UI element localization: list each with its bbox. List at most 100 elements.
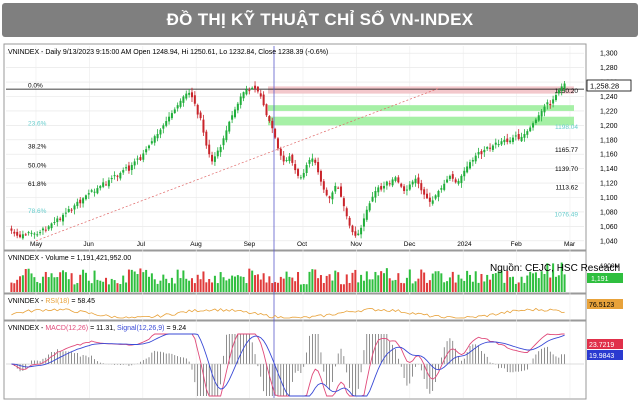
volume-bar [262, 273, 265, 292]
candle-body [314, 159, 317, 163]
volume-bar [147, 276, 151, 292]
volume-bar [506, 270, 509, 292]
volume-bar [159, 280, 162, 292]
rsi-header-name: RSI(18) [45, 298, 69, 305]
volume-bar [30, 273, 33, 292]
candle-body [414, 178, 417, 184]
candle-body [127, 165, 130, 171]
month-tick: Nov [350, 241, 362, 248]
volume-bar [50, 273, 53, 292]
candle-body [179, 100, 182, 107]
candle-body [428, 197, 431, 202]
candle-body [36, 234, 39, 236]
candle-body [532, 123, 535, 128]
volume-bar [168, 283, 171, 292]
candle-body [554, 95, 557, 101]
volume-bar [517, 282, 520, 292]
volume-bar [317, 278, 320, 292]
candle-body [434, 195, 437, 199]
macd-header-prefix: VNINDEX - [8, 325, 45, 332]
candle-body [380, 186, 383, 190]
volume-bar [122, 275, 125, 292]
candle-body [546, 102, 549, 105]
volume-bar [446, 281, 449, 292]
candle-body [76, 201, 79, 207]
volume-bar [39, 283, 42, 292]
volume-bar [165, 278, 168, 292]
candle-body [236, 103, 239, 111]
candle-body [10, 228, 13, 231]
volume-bar [268, 276, 271, 292]
volume-bar [348, 282, 351, 292]
volume-bar [362, 280, 365, 292]
volume-bar [236, 275, 239, 292]
candle-body [368, 203, 371, 211]
candle-body [489, 147, 492, 149]
volume-bar [271, 283, 274, 292]
volume-bar [205, 282, 208, 292]
volume-bar [139, 268, 142, 292]
candle-body [251, 87, 254, 90]
volume-bar [529, 271, 532, 292]
volume-bar [145, 269, 148, 292]
candle-body [503, 139, 506, 143]
candle-body [16, 231, 19, 236]
volume-bar [319, 275, 322, 292]
volume-bar [150, 273, 153, 292]
candle-body [133, 161, 136, 166]
candle-body [196, 104, 199, 115]
month-tick: Aug [190, 241, 202, 248]
volume-bar [188, 280, 191, 292]
volume-bar [96, 279, 99, 292]
fib-zone [268, 116, 574, 126]
month-tick: May [30, 241, 43, 248]
volume-bar [394, 279, 397, 292]
candle-body [400, 183, 403, 187]
volume-bar [256, 274, 259, 292]
volume-bar [225, 280, 228, 292]
candle-body [480, 151, 483, 155]
volume-bar [299, 284, 302, 292]
volume-bar [368, 279, 371, 292]
month-tick: Sep [244, 241, 256, 248]
volume-bar [107, 284, 110, 292]
volume-bar [233, 276, 236, 292]
price-y-tick: 1,040 [600, 238, 618, 245]
volume-bar [325, 275, 328, 292]
volume-bar [208, 278, 211, 292]
candle-body [139, 157, 142, 160]
candle-body [90, 190, 93, 192]
volume-bar [79, 274, 82, 292]
candle-body [297, 169, 300, 176]
candle-body [165, 121, 168, 126]
candle-body [50, 223, 53, 229]
volume-bar [102, 281, 105, 292]
last-price-label: 1,258.28 [590, 82, 619, 91]
candle-body [388, 183, 391, 185]
volume-bar [314, 269, 317, 292]
volume-bar [248, 268, 251, 292]
volume-bar [491, 273, 494, 292]
candle-body [24, 234, 27, 236]
volume-bar [480, 273, 483, 292]
candle-body [486, 147, 489, 149]
candle-body [403, 186, 406, 192]
volume-bar [423, 272, 426, 292]
volume-bar [511, 276, 514, 292]
volume-bar [351, 272, 354, 292]
rsi-header-prefix: VNINDEX - [8, 298, 45, 305]
candle-body [56, 218, 59, 223]
volume-bar [105, 277, 108, 292]
volume-bar [554, 276, 557, 292]
volume-bar [385, 268, 388, 292]
candle-body [506, 138, 509, 142]
volume-bar [374, 271, 377, 292]
volume-bar [463, 280, 466, 292]
candle-body [440, 188, 443, 190]
candle-body [345, 208, 348, 217]
volume-bar [265, 282, 268, 292]
volume-bar [549, 277, 552, 292]
volume-bar [185, 278, 188, 292]
candle-body [317, 162, 320, 173]
volume-bar [523, 282, 526, 292]
